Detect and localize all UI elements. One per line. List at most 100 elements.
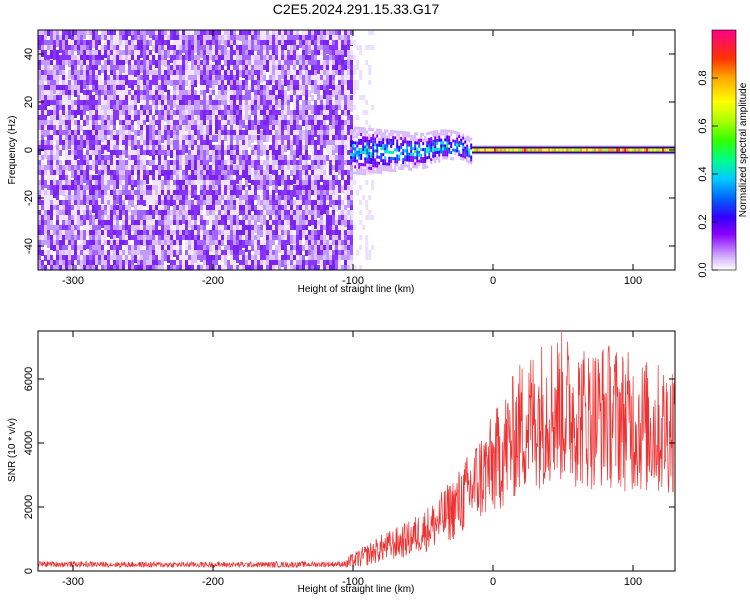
heatmap-cell: [89, 145, 92, 151]
heatmap-cell: [185, 190, 188, 197]
heatmap-cell: [185, 175, 188, 181]
heatmap-cell: [287, 180, 290, 185]
heatmap-cell: [242, 195, 245, 200]
heatmap-cell: [95, 160, 98, 169]
heatmap-cell: [122, 115, 125, 122]
heatmap-cell: [366, 139, 369, 143]
heatmap-cell: [317, 200, 320, 205]
heatmap-cell: [272, 220, 275, 228]
heatmap-cell: [326, 70, 329, 78]
heatmap-cell: [320, 185, 323, 194]
heatmap-cell: [176, 255, 179, 262]
heatmap-cell: [269, 180, 272, 186]
heatmap-cell: [272, 240, 275, 245]
heatmap-cell: [80, 50, 83, 55]
heatmap-cell: [134, 135, 137, 141]
heatmap-cell: [402, 164, 405, 168]
heatmap-cell: [131, 105, 134, 112]
heatmap-cell: [116, 205, 119, 214]
heatmap-cell: [251, 205, 254, 211]
heatmap-cell: [113, 110, 116, 118]
heatmap-cell: [275, 90, 278, 97]
heatmap-cell: [80, 80, 83, 85]
heatmap-cell: [326, 90, 329, 98]
heatmap-cell: [152, 100, 155, 105]
heatmap-cell: [83, 260, 86, 265]
heatmap-cell: [266, 165, 269, 171]
heatmap-cell: [218, 235, 221, 241]
heatmap-cell: [341, 85, 344, 92]
heatmap-cell: [390, 132, 393, 136]
heatmap-cell: [158, 195, 161, 201]
heatmap-cell: [176, 70, 179, 78]
heatmap-cell: [341, 60, 344, 66]
heatmap-cell: [167, 125, 170, 132]
heatmap-cell: [378, 143, 381, 147]
heatmap-cell: [299, 115, 302, 124]
heatmap-cell: [59, 245, 62, 250]
heatmap-cell: [89, 30, 92, 35]
heatmap-cell: [317, 95, 320, 102]
heatmap-cell: [206, 190, 209, 196]
heatmap-cell: [110, 245, 113, 251]
heatmap-cell: [278, 140, 281, 146]
heatmap-cell: [326, 75, 329, 83]
heatmap-cell: [113, 125, 116, 133]
heatmap-cell: [320, 175, 323, 182]
heatmap-cell: [92, 215, 95, 222]
heatmap-cell: [158, 190, 161, 195]
heatmap-cell: [191, 135, 194, 141]
heatmap-cell: [215, 100, 218, 107]
heatmap-cell: [143, 100, 146, 108]
heatmap-cell: [350, 200, 353, 208]
heatmap-cell: [329, 140, 332, 145]
heatmap-cell: [53, 225, 56, 234]
heatmap-cell: [131, 250, 134, 258]
heatmap-cell: [326, 175, 329, 184]
heatmap-cell: [384, 147, 387, 151]
heatmap-cell: [290, 30, 293, 38]
heatmap-cell: [47, 160, 50, 169]
heatmap-cell: [83, 110, 86, 116]
heatmap-cell: [358, 132, 361, 136]
heatmap-cell: [290, 180, 293, 189]
heatmap-cell: [344, 180, 347, 187]
heatmap-cell: [236, 50, 239, 59]
heatmap-cell: [248, 135, 251, 143]
heatmap-cell: [359, 70, 363, 75]
heatmap-cell: [68, 255, 71, 260]
heatmap-cell: [365, 100, 369, 105]
heatmap-cell: [206, 125, 209, 134]
heatmap-cell: [74, 120, 77, 125]
heatmap-cell: [110, 80, 113, 85]
chart-title: C2E5.2024.291.15.33.G17: [273, 1, 440, 17]
heatmap-cell: [245, 240, 248, 248]
heatmap-cell: [266, 225, 269, 231]
heatmap-cell: [68, 100, 71, 105]
heatmap-cell: [212, 240, 215, 245]
heatmap-cell: [251, 215, 254, 224]
heatmap-cell: [236, 240, 239, 245]
heatmap-cell: [338, 40, 341, 45]
heatmap-cell: [98, 230, 101, 235]
heatmap-cell: [323, 245, 326, 250]
heatmap-cell: [164, 160, 167, 167]
heatmap-cell: [188, 140, 191, 148]
heatmap-cell: [347, 190, 350, 197]
heatmap-cell: [167, 45, 170, 53]
heatmap-cell: [95, 70, 98, 78]
heatmap-cell: [317, 265, 320, 270]
heatmap-cell: [197, 115, 200, 124]
heatmap-cell: [320, 210, 323, 216]
heatmap-cell: [209, 185, 212, 191]
heatmap-cell: [47, 140, 50, 149]
heatmap-cell: [311, 55, 314, 61]
heatmap-cell: [191, 120, 194, 128]
heatmap-cell: [386, 162, 389, 166]
heatmap-cell: [206, 265, 209, 270]
heatmap-cell: [185, 70, 188, 76]
heatmap-cell: [281, 175, 284, 180]
heatmap-cell: [77, 95, 80, 104]
heatmap-cell: [62, 225, 65, 231]
heatmap-cell: [353, 90, 357, 95]
